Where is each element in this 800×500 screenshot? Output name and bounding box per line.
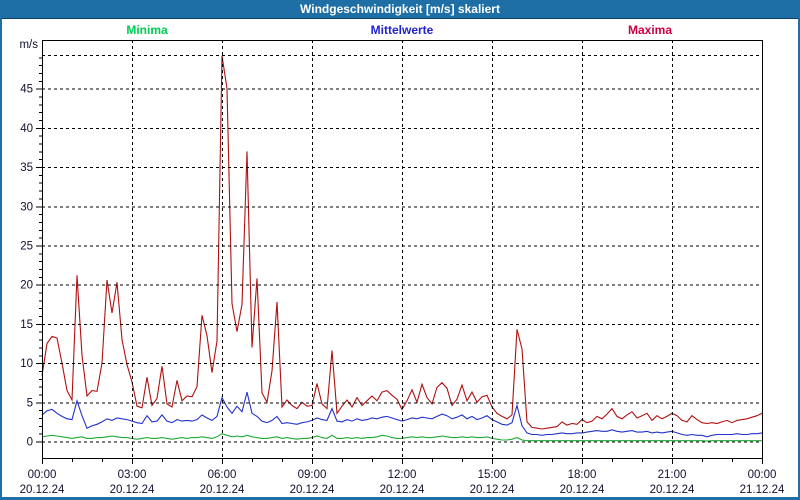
y-tick-label: 10 (20, 358, 33, 370)
x-tick-time-label: 00:00 (748, 469, 777, 481)
axis-labels: m/s 0 5 10 15 20 25 30 35 40 45 00:00 20.12.24 03:00 2… (19, 39, 785, 496)
series-line-mittelwerte (41, 391, 763, 438)
grid-lines (42, 40, 762, 458)
x-tick-time-label: 09:00 (298, 469, 327, 481)
x-tick-time-label: 18:00 (568, 469, 597, 481)
x-tick-time-label: 00:00 (28, 469, 57, 481)
x-tick-date-label: 20.12.24 (380, 484, 425, 496)
x-tick-time-label: 06:00 (208, 469, 237, 481)
x-tick-date-label: 20.12.24 (560, 484, 605, 496)
x-tick-date-label: 20.12.24 (110, 484, 155, 496)
x-tick-time-label: 03:00 (118, 469, 147, 481)
x-tick-date-label: 20.12.24 (290, 484, 335, 496)
x-tick-date-label: 20.12.24 (200, 484, 245, 496)
legend-item-minima: Minima (126, 23, 168, 37)
x-tick-date-label: 21.12.24 (740, 484, 785, 496)
y-tick-label: 35 (20, 162, 33, 174)
x-tick-time-label: 12:00 (388, 469, 417, 481)
x-tick-date-label: 20.12.24 (650, 484, 695, 496)
y-tick-label: 15 (20, 319, 33, 331)
legend-item-maxima: Maxima (627, 23, 673, 37)
y-tick-label: 45 (20, 84, 33, 96)
x-tick-date-label: 20.12.24 (20, 484, 65, 496)
x-tick-time-label: 15:00 (478, 469, 507, 481)
window-title: Windgeschwindigkeit [m/s] skaliert (300, 2, 500, 16)
y-tick-label: 5 (27, 397, 33, 409)
y-axis-unit-label: m/s (19, 39, 38, 51)
x-tick-date-label: 20.12.24 (470, 484, 515, 496)
y-tick-label: 25 (20, 240, 33, 252)
y-tick-label: 30 (20, 201, 33, 213)
legend-item-mittelwerte: Mittelwerte (370, 23, 434, 37)
window-title-bar: Windgeschwindigkeit [m/s] skaliert (2, 0, 798, 19)
axes-frame (36, 40, 763, 464)
y-tick-label: 0 (27, 437, 33, 449)
y-tick-label: 40 (20, 123, 33, 135)
series-line-maxima (41, 55, 763, 430)
x-tick-time-label: 21:00 (658, 469, 687, 481)
y-tick-label: 20 (20, 280, 33, 292)
